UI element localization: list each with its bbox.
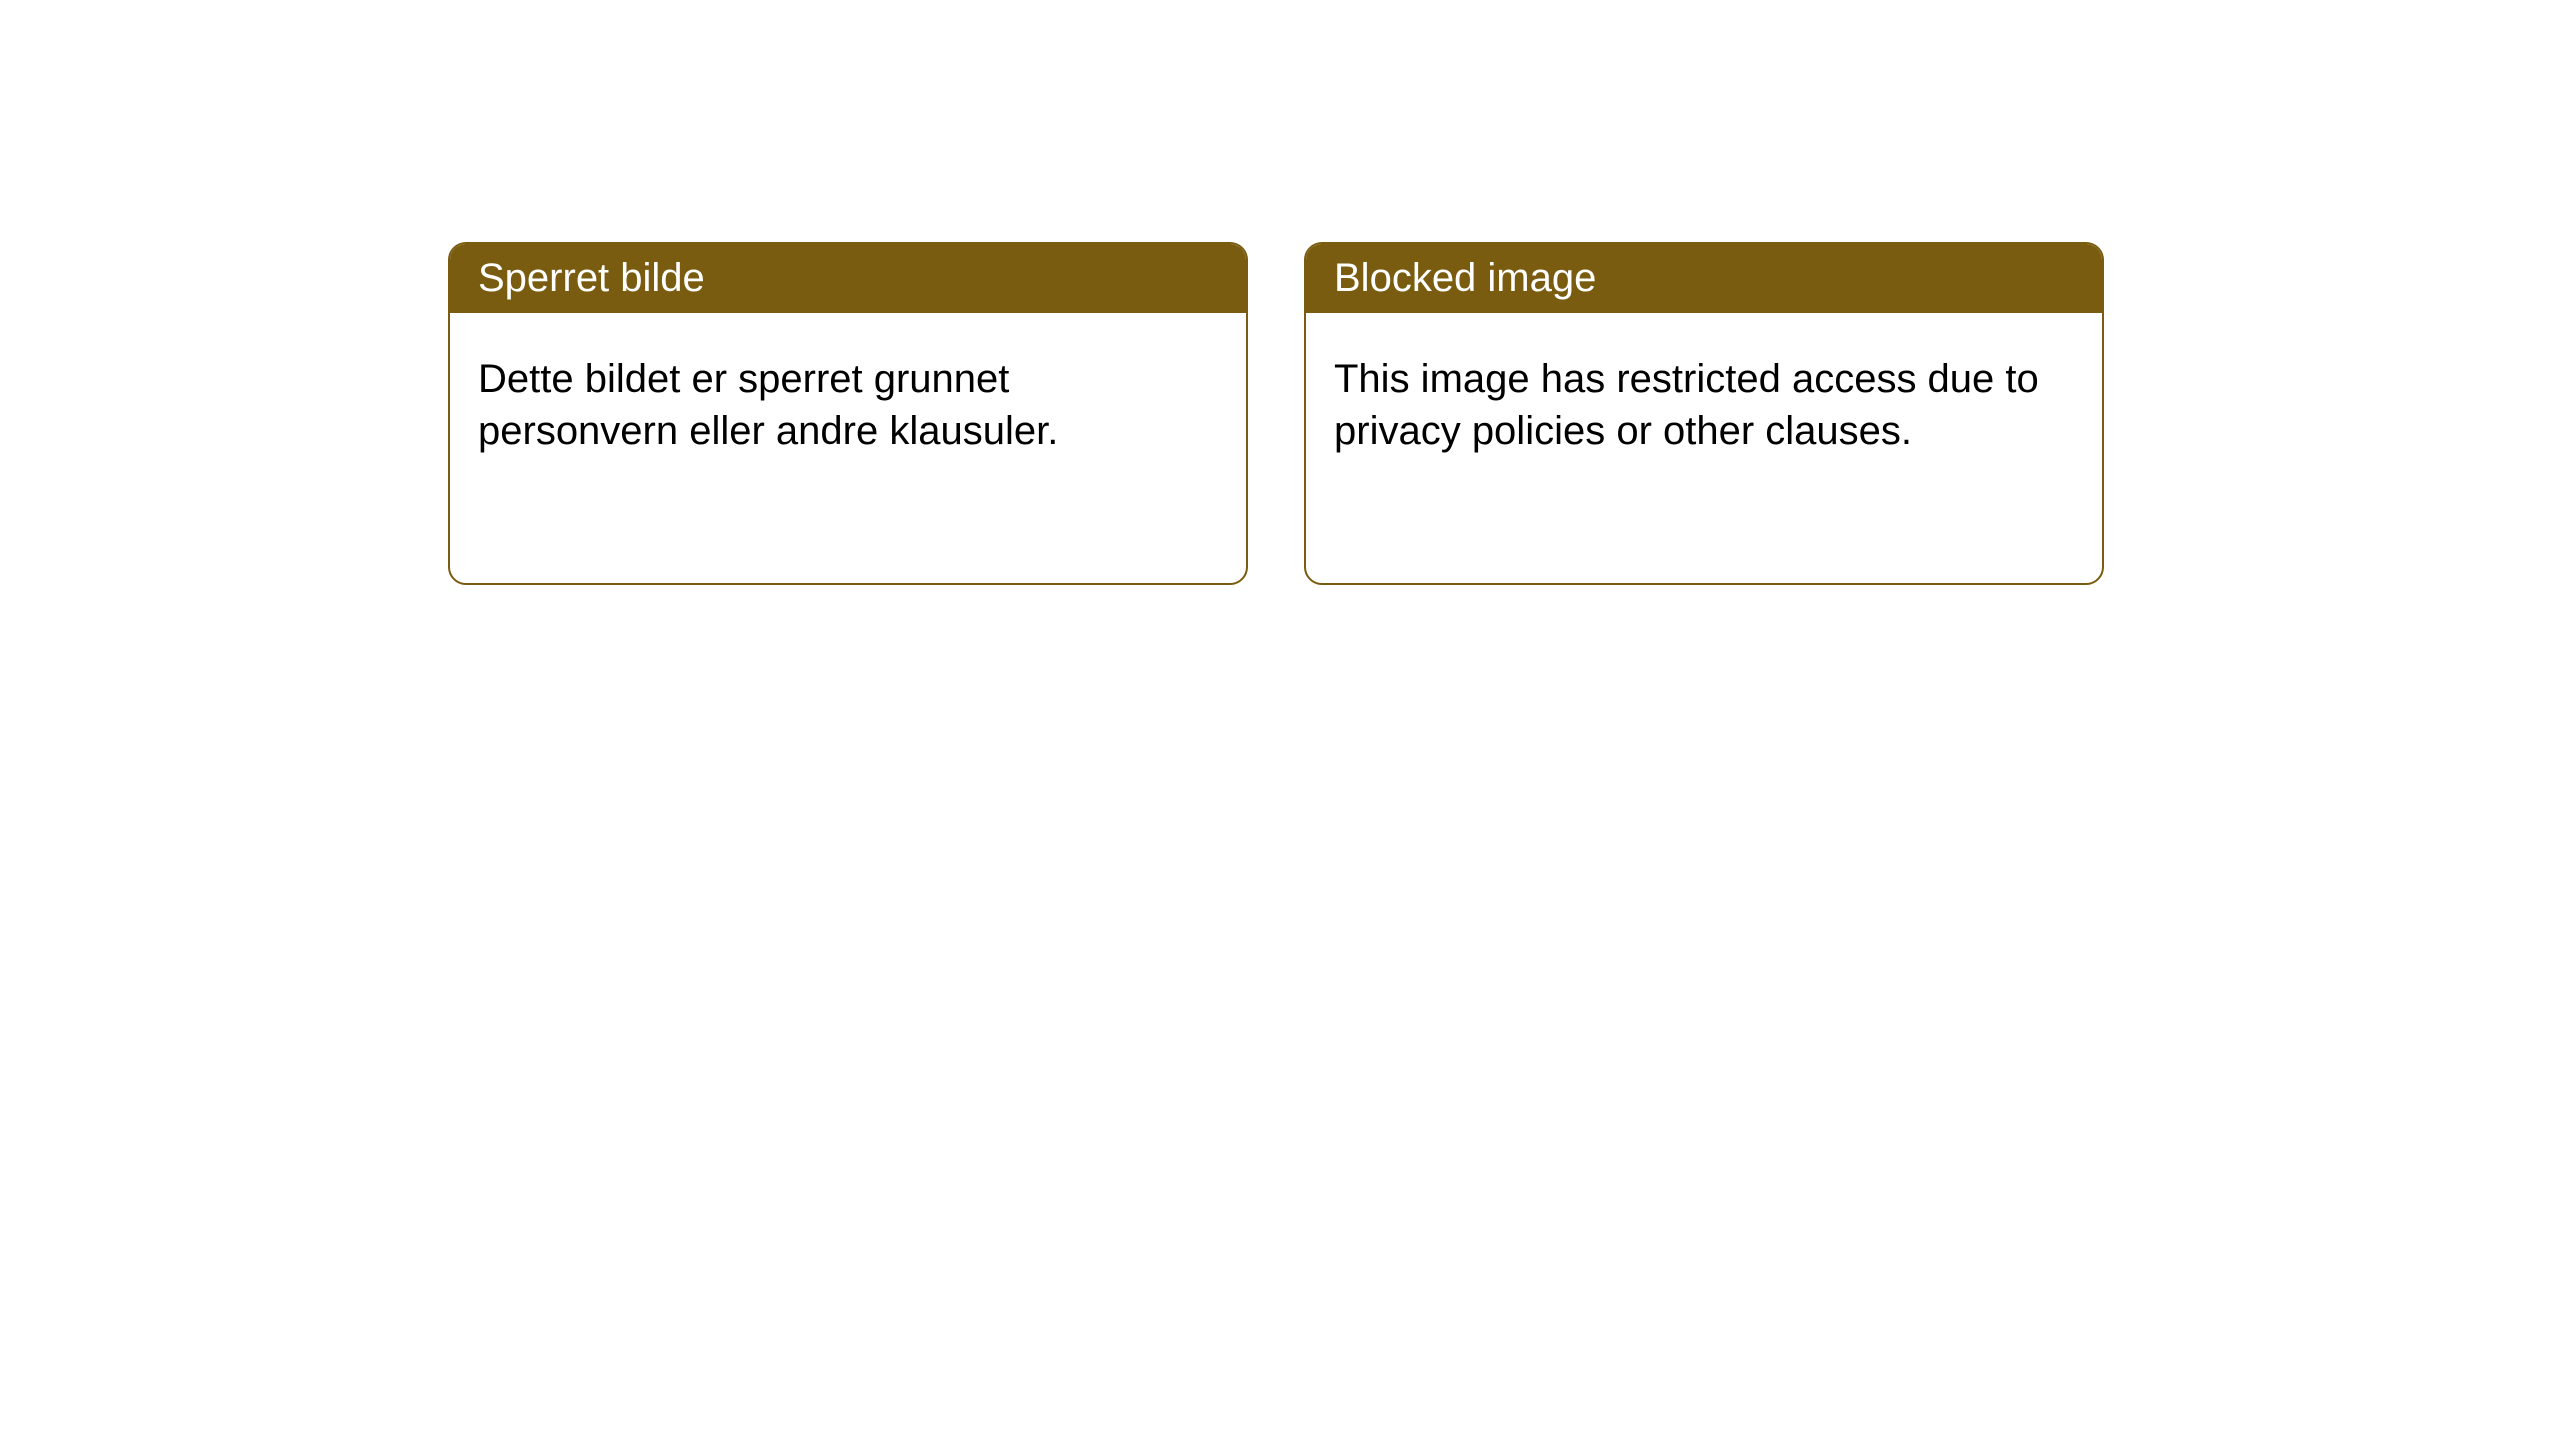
- notice-body-text: This image has restricted access due to …: [1334, 357, 2039, 453]
- notice-card-english: Blocked image This image has restricted …: [1304, 242, 2104, 585]
- notice-card-norwegian: Sperret bilde Dette bildet er sperret gr…: [448, 242, 1248, 585]
- notice-container: Sperret bilde Dette bildet er sperret gr…: [0, 0, 2560, 585]
- notice-title: Blocked image: [1334, 256, 1596, 300]
- notice-body: Dette bildet er sperret grunnet personve…: [450, 313, 1246, 583]
- notice-title: Sperret bilde: [478, 256, 705, 300]
- notice-header: Blocked image: [1306, 244, 2102, 313]
- notice-header: Sperret bilde: [450, 244, 1246, 313]
- notice-body: This image has restricted access due to …: [1306, 313, 2102, 583]
- notice-body-text: Dette bildet er sperret grunnet personve…: [478, 357, 1058, 453]
